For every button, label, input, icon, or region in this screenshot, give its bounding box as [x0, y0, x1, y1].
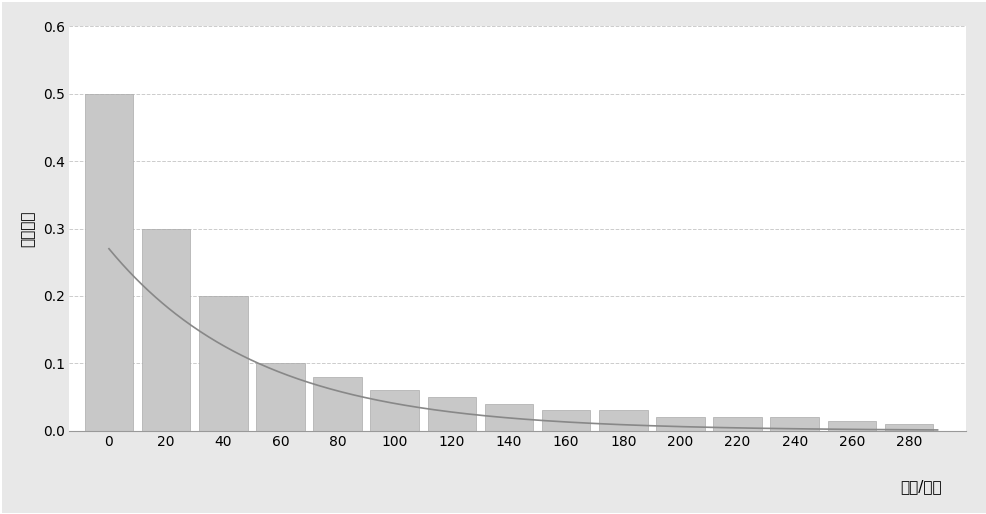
Bar	[883, 424, 933, 431]
Y-axis label: 频率分布: 频率分布	[21, 210, 35, 247]
Bar	[484, 403, 532, 431]
Bar	[142, 229, 190, 431]
Bar	[85, 94, 133, 431]
Bar	[199, 296, 247, 431]
Bar	[541, 411, 590, 431]
X-axis label: 距离/英里: 距离/英里	[899, 479, 942, 494]
Bar	[770, 417, 818, 431]
Bar	[370, 390, 418, 431]
Bar	[255, 363, 305, 431]
Bar	[599, 411, 647, 431]
Bar	[826, 420, 876, 431]
Bar	[313, 377, 362, 431]
Bar	[656, 417, 704, 431]
Bar	[427, 397, 475, 431]
Bar	[713, 417, 761, 431]
